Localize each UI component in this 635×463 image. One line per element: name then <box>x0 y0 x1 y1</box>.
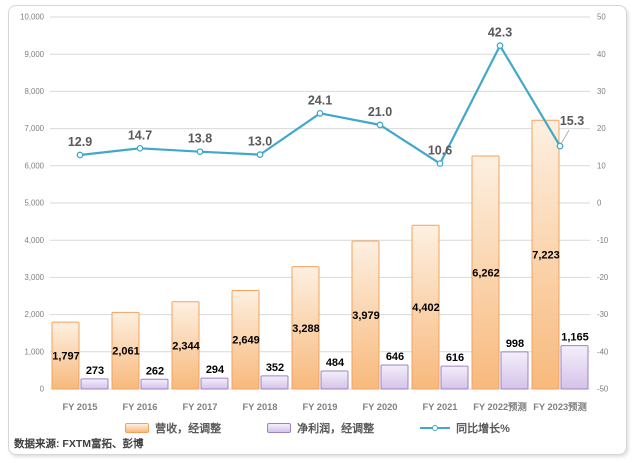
right-axis-tick-label: -20 <box>597 273 609 282</box>
left-axis-tick-label: 3,000 <box>24 273 44 282</box>
profit-bar-label: 484 <box>326 357 345 369</box>
growth-point-label: 10.6 <box>428 144 452 158</box>
revenue-bar <box>51 321 80 390</box>
profit-bar <box>260 375 289 390</box>
left-axis-tick-label: 10,000 <box>20 13 45 22</box>
growth-point-label: 13.0 <box>248 135 272 149</box>
profit-bar-label: 646 <box>386 351 404 363</box>
revenue-bar-label: 4,402 <box>412 302 440 314</box>
revenue-bar <box>171 301 200 390</box>
growth-point-label: 14.7 <box>128 128 152 142</box>
left-axis-tick-label: 8,000 <box>24 87 44 96</box>
growth-line-marker <box>76 151 84 159</box>
profit-bar <box>320 370 349 390</box>
source-note: 数据来源: FXTM富拓、彭博 <box>14 438 144 450</box>
growth-point-label: 24.1 <box>308 93 332 107</box>
profit-bar-label: 352 <box>266 362 284 374</box>
left-axis-tick-label: 6,000 <box>24 161 44 170</box>
profit-bar-label: 1,165 <box>561 332 589 344</box>
x-axis-category-label: FY 2023预测 <box>533 401 587 412</box>
x-axis-category-label: FY 2015 <box>63 402 98 412</box>
profit-bar <box>560 345 589 390</box>
profit-bar-label: 998 <box>506 338 524 350</box>
x-axis-category-label: FY 2022预测 <box>473 401 527 412</box>
growth-point-label: 42.3 <box>488 26 512 40</box>
x-axis-category-label: FY 2019 <box>303 402 338 412</box>
left-axis-tick-label: 7,000 <box>24 124 44 133</box>
right-axis-tick-label: -30 <box>597 310 609 319</box>
left-axis-tick-label: 1,000 <box>24 347 44 356</box>
profit-bar-label: 262 <box>146 365 164 377</box>
profit-bar-label: 616 <box>446 352 464 364</box>
right-axis-tick-label: 0 <box>597 199 602 208</box>
growth-label-leader-line <box>561 129 570 144</box>
right-axis-tick-label: 40 <box>597 50 606 59</box>
growth-point-label: 12.9 <box>68 135 92 149</box>
right-axis-tick-label: 30 <box>597 87 606 96</box>
left-axis-tick-label: 9,000 <box>24 50 44 59</box>
revenue-bar <box>471 155 500 390</box>
right-axis-tick-label: 20 <box>597 124 606 133</box>
revenue-bar-label: 2,344 <box>172 340 200 352</box>
right-axis-tick-label: -10 <box>597 236 609 245</box>
left-axis-tick-label: 2,000 <box>24 310 44 319</box>
growth-line-marker <box>136 144 144 152</box>
revenue-bar <box>291 266 320 390</box>
revenue-swatch-icon <box>125 423 150 433</box>
revenue-bar-label: 2,061 <box>112 346 140 358</box>
profit-bar <box>80 378 109 390</box>
revenue-bar-label: 2,649 <box>232 335 260 347</box>
profit-bar-label: 294 <box>206 364 225 376</box>
x-axis-category-label: FY 2018 <box>243 402 278 412</box>
x-axis-category-label: FY 2021 <box>423 402 458 412</box>
revenue-bar <box>231 289 260 390</box>
right-axis-tick-label: -50 <box>597 385 609 394</box>
legend-item-profit: 净利润，经调整 <box>267 420 374 436</box>
left-axis-tick-label: 0 <box>40 385 45 394</box>
revenue-bar-label: 1,797 <box>52 351 80 363</box>
growth-point-label: 21.0 <box>368 105 392 119</box>
chart-legend: 营收，经调整 净利润，经调整 同比增长% <box>30 420 605 436</box>
growth-line-swatch-icon <box>420 423 451 433</box>
x-axis-category-label: FY 2017 <box>183 402 218 412</box>
right-axis-tick-label: 50 <box>597 13 606 22</box>
growth-line-marker <box>316 109 324 117</box>
profit-bar <box>140 378 169 390</box>
x-axis-category-label: FY 2016 <box>123 402 158 412</box>
growth-point-label: 15.3 <box>560 114 584 128</box>
legend-label-revenue: 营收，经调整 <box>155 423 222 435</box>
right-axis-tick-label: 10 <box>597 161 606 170</box>
revenue-bar <box>411 224 440 390</box>
profit-bar <box>500 351 529 390</box>
revenue-bar-label: 3,288 <box>292 323 320 335</box>
left-axis-tick-label: 5,000 <box>24 199 44 208</box>
profit-swatch-icon <box>267 423 292 433</box>
profit-bar <box>440 365 469 390</box>
revenue-bar-label: 3,979 <box>352 310 380 322</box>
x-axis-category-label: FY 2020 <box>363 402 398 412</box>
legend-item-growth: 同比增长% <box>420 420 510 436</box>
legend-label-growth: 同比增长% <box>456 423 510 435</box>
growth-line-marker <box>556 142 564 150</box>
growth-line-marker <box>496 42 504 49</box>
growth-point-label: 13.8 <box>188 132 212 146</box>
growth-line-marker <box>256 151 264 158</box>
revenue-bar-label: 6,262 <box>472 268 500 280</box>
left-axis-tick-label: 4,000 <box>24 236 44 245</box>
right-axis-tick-label: -40 <box>597 347 609 356</box>
revenue-bar <box>351 240 380 390</box>
revenue-bar-label: 7,223 <box>532 250 560 262</box>
growth-line-marker <box>436 160 444 167</box>
growth-line-marker <box>196 148 204 156</box>
growth-line-marker <box>376 121 384 129</box>
legend-label-profit: 净利润，经调整 <box>297 423 375 435</box>
revenue-bar <box>111 311 140 390</box>
profit-bar <box>380 364 409 390</box>
legend-item-revenue: 营收，经调整 <box>125 420 221 436</box>
profit-bar-label: 273 <box>86 365 104 377</box>
profit-bar <box>200 377 229 390</box>
